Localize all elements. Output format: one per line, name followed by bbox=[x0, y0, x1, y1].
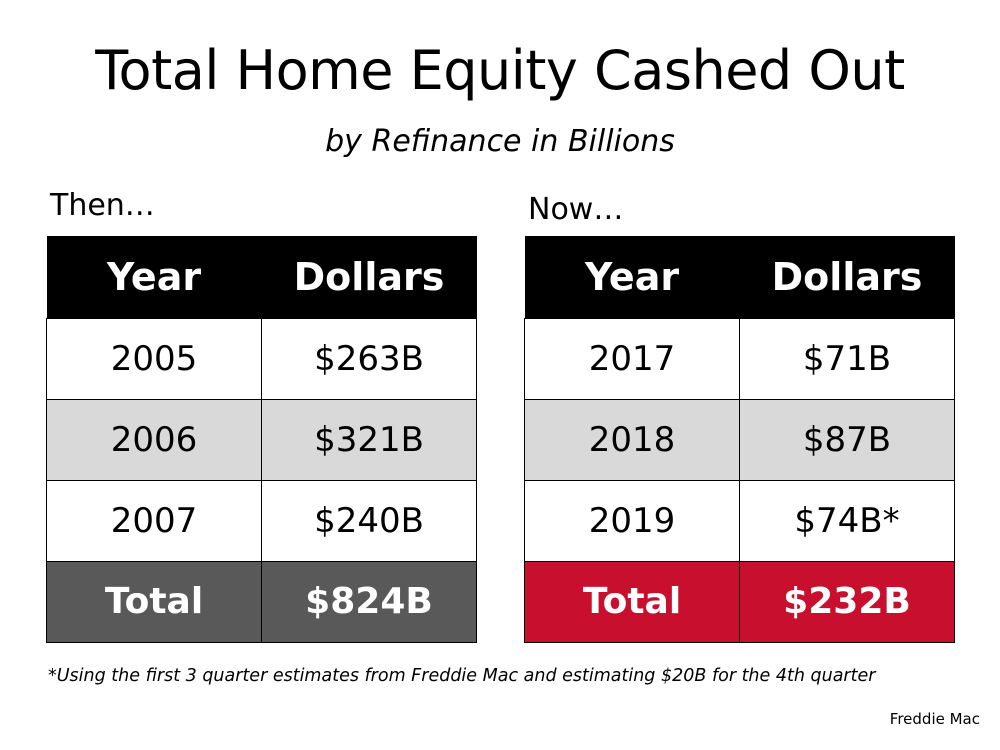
now-label: Now… bbox=[528, 192, 624, 227]
footnote: *Using the first 3 quarter estimates fro… bbox=[48, 666, 876, 686]
column-header-year: Year bbox=[524, 236, 740, 318]
table-row: 2017 $71B bbox=[524, 317, 955, 400]
then-table: Year Dollars 2005 $263B 2006 $321B 2007 … bbox=[46, 236, 477, 643]
table-row: 2007 $240B bbox=[46, 479, 477, 562]
table-header-row: Year Dollars bbox=[46, 236, 477, 318]
page-subtitle: by Refinance in Billions bbox=[325, 124, 675, 159]
dollars-cell: $263B bbox=[261, 317, 477, 400]
year-cell: 2005 bbox=[46, 317, 262, 400]
dollars-cell: $321B bbox=[261, 398, 477, 481]
dollars-cell: $240B bbox=[261, 479, 477, 562]
column-header-dollars: Dollars bbox=[261, 236, 477, 318]
total-value-cell: $824B bbox=[261, 560, 477, 643]
year-cell: 2006 bbox=[46, 398, 262, 481]
then-label: Then… bbox=[50, 188, 155, 223]
dollars-cell: $74B* bbox=[739, 479, 955, 562]
table-row: 2006 $321B bbox=[46, 398, 477, 481]
year-cell: 2007 bbox=[46, 479, 262, 562]
total-row: Total $824B bbox=[46, 560, 477, 643]
column-header-dollars: Dollars bbox=[739, 236, 955, 318]
total-value-cell: $232B bbox=[739, 560, 955, 643]
table-header-row: Year Dollars bbox=[524, 236, 955, 318]
dollars-cell: $71B bbox=[739, 317, 955, 400]
table-row: 2018 $87B bbox=[524, 398, 955, 481]
year-cell: 2019 bbox=[524, 479, 740, 562]
total-label-cell: Total bbox=[524, 560, 740, 643]
now-table: Year Dollars 2017 $71B 2018 $87B 2019 $7… bbox=[524, 236, 955, 643]
year-cell: 2018 bbox=[524, 398, 740, 481]
source-credit: Freddie Mac bbox=[889, 710, 980, 728]
dollars-cell: $87B bbox=[739, 398, 955, 481]
total-row: Total $232B bbox=[524, 560, 955, 643]
year-cell: 2017 bbox=[524, 317, 740, 400]
total-label-cell: Total bbox=[46, 560, 262, 643]
page-title: Total Home Equity Cashed Out bbox=[95, 39, 905, 102]
table-row: 2005 $263B bbox=[46, 317, 477, 400]
table-row: 2019 $74B* bbox=[524, 479, 955, 562]
column-header-year: Year bbox=[46, 236, 262, 318]
